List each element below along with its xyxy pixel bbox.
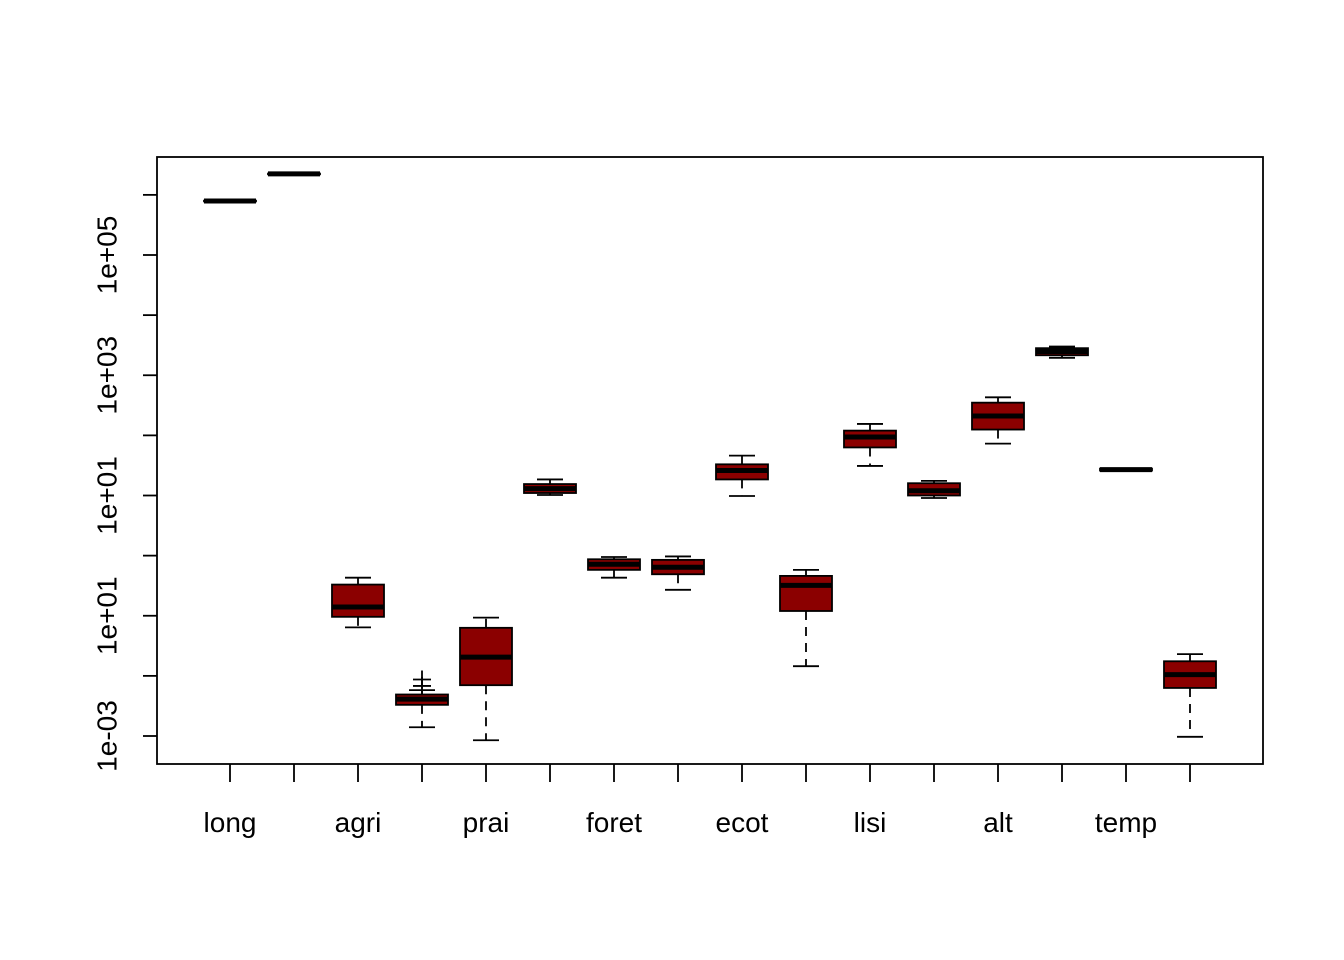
box-16: [1163, 653, 1217, 738]
x-tick-label-long: long: [204, 807, 257, 838]
box-10: [779, 568, 833, 668]
x-tick-label-alt: alt: [983, 807, 1013, 838]
y-axis: 1e-03 1e+01 1e+01 1e+03 1e+05: [91, 193, 157, 772]
box-3: [331, 576, 385, 629]
box-6: [523, 478, 577, 496]
box-5: [459, 616, 513, 742]
y-tick-label-1: 1e+01: [91, 576, 122, 655]
box-14: [1035, 345, 1089, 359]
box-1: [203, 198, 257, 204]
x-tick-label-foret: foret: [586, 807, 642, 838]
box-8: [651, 555, 705, 591]
outlier-point: [413, 676, 431, 695]
box-4: [395, 670, 449, 729]
x-axis: long agri prai foret ecot lisi alt temp: [204, 764, 1191, 838]
x-tick-label-ecot: ecot: [716, 807, 769, 838]
y-tick-label-4: 1e+05: [91, 216, 122, 295]
box-13: [971, 396, 1025, 445]
box-9: [715, 454, 769, 497]
y-tick-label-3: 1e+03: [91, 336, 122, 415]
box-7: [587, 556, 641, 579]
x-tick-label-lisi: lisi: [854, 807, 887, 838]
plot-frame: [156, 156, 1264, 765]
y-tick-label-0: 1e-03: [91, 700, 122, 772]
box-2: [267, 171, 321, 177]
box-body: [331, 583, 385, 618]
box-body: [779, 575, 833, 612]
box-12: [907, 479, 961, 499]
boxes-group: [203, 171, 1217, 742]
x-tick-label-prai: prai: [463, 807, 510, 838]
box-11: [843, 423, 897, 467]
box-15: [1099, 467, 1153, 473]
x-tick-label-agri: agri: [335, 807, 382, 838]
x-tick-label-temp: temp: [1095, 807, 1157, 838]
y-tick-label-2: 1e+01: [91, 456, 122, 535]
